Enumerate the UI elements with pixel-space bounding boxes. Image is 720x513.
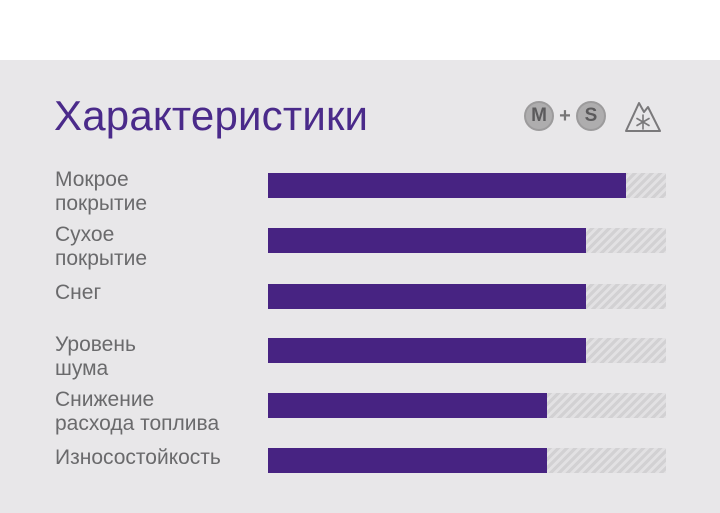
- rating-label: Снижение расхода топлива: [55, 388, 220, 435]
- rating-bar-track: [268, 173, 666, 198]
- rating-bar-fill: [268, 284, 586, 309]
- rating-label: Мокрое покрытие: [55, 168, 148, 215]
- rating-label: Снег: [55, 281, 102, 304]
- badge-plus: +: [559, 104, 571, 127]
- rating-bar-track: [268, 228, 666, 253]
- rating-row: Снижение расхода топлива: [0, 388, 720, 438]
- rating-row: Снег: [0, 281, 720, 331]
- rating-row: Износостойкость: [0, 446, 720, 496]
- rating-bar-fill: [268, 338, 586, 363]
- rating-bar-track: [268, 284, 666, 309]
- rating-row: Уровень шума: [0, 333, 720, 383]
- rating-bar-track: [268, 338, 666, 363]
- rating-row: Мокрое покрытие: [0, 168, 720, 218]
- rating-label: Износостойкость: [55, 446, 221, 469]
- tire-badges: M + S: [524, 98, 662, 134]
- rating-label: Уровень шума: [55, 333, 136, 380]
- rating-bar-fill: [268, 173, 626, 198]
- rating-label: Сухое покрытие: [55, 223, 148, 270]
- rating-bar-track: [268, 448, 666, 473]
- rating-bar-fill: [268, 228, 586, 253]
- mud-badge: M: [524, 101, 554, 131]
- mountain-snowflake-icon: [625, 102, 661, 132]
- snow-badge: S: [576, 101, 606, 131]
- rating-row: Сухое покрытие: [0, 223, 720, 273]
- page-title: Характеристики: [54, 92, 369, 139]
- rating-bar-fill: [268, 393, 547, 418]
- rating-bar-track: [268, 393, 666, 418]
- rating-bar-fill: [268, 448, 547, 473]
